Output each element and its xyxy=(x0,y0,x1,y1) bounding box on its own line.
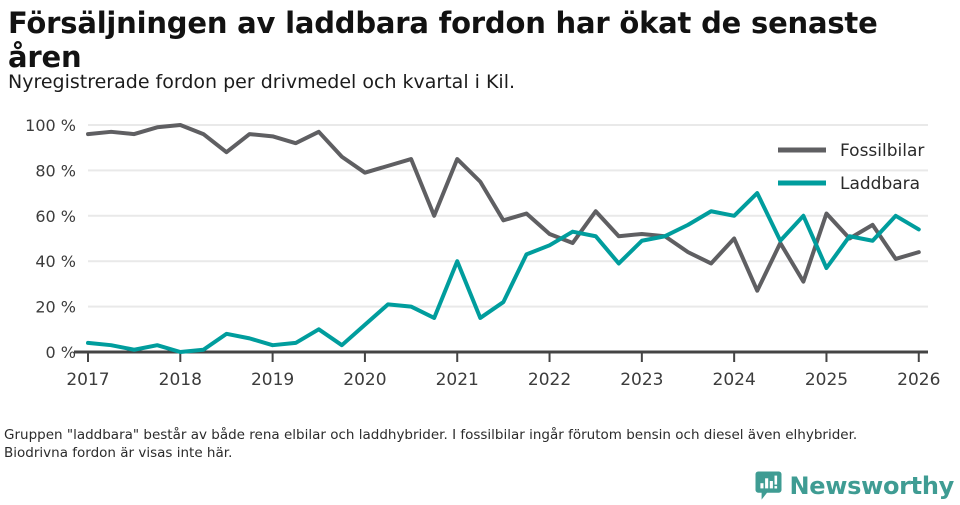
x-tick-label: 2017 xyxy=(66,370,109,390)
x-tick-label: 2019 xyxy=(251,370,294,390)
x-tick-label: 2020 xyxy=(343,370,386,390)
x-tick-label: 2023 xyxy=(620,370,663,390)
y-tick-label: 40 % xyxy=(35,252,76,271)
x-tick-label: 2025 xyxy=(805,370,848,390)
y-tick-label: 20 % xyxy=(35,298,76,317)
y-tick-label: 60 % xyxy=(35,207,76,226)
chart-plot-area: 0 % 20 % 40 % 60 % 80 % 100 % 2017 2018 2019 202… xyxy=(0,108,960,408)
legend-label-fossilbilar: Fossilbilar xyxy=(840,141,924,161)
x-axis-tick-labels: 2017 2018 2019 2020 2021 2022 2023 2024 2025 2026 xyxy=(66,370,940,390)
logo-wordmark: Newsworthy xyxy=(789,472,954,500)
logo-icon-svg xyxy=(755,471,782,500)
page-title: Försäljningen av laddbara fordon har öka… xyxy=(8,6,878,74)
chart-gridlines xyxy=(88,124,928,308)
x-tick-label: 2021 xyxy=(436,370,479,390)
y-tick-label: 0 % xyxy=(46,343,76,362)
chart-legend: Fossilbilar Laddbara xyxy=(778,141,924,194)
chart-subtitle: Nyregistrerade fordon per drivmedel och … xyxy=(8,71,516,93)
x-tick-label: 2018 xyxy=(159,370,202,390)
x-tick-label: 2022 xyxy=(528,370,571,390)
x-tick-label: 2024 xyxy=(713,370,756,390)
line-chart: 0 % 20 % 40 % 60 % 80 % 100 % 2017 2018 2019 202… xyxy=(25,116,940,390)
series-line-fossilbilar xyxy=(86,123,921,293)
series-line-laddbara xyxy=(86,191,921,354)
chart-footnote: Gruppen "laddbara" består av både rena e… xyxy=(4,427,858,461)
y-tick-label: 80 % xyxy=(35,161,76,180)
y-axis-tick-labels: 0 % 20 % 40 % 60 % 80 % 100 % xyxy=(25,116,76,362)
x-axis xyxy=(74,350,928,362)
x-tick-label: 2026 xyxy=(897,370,940,390)
bar-chart-speech-bubble-icon xyxy=(755,471,782,501)
y-tick-label: 100 % xyxy=(25,116,76,135)
legend-label-laddbara: Laddbara xyxy=(840,174,920,194)
newsworthy-logo: Newsworthy xyxy=(755,470,954,502)
chart-series xyxy=(86,123,921,354)
